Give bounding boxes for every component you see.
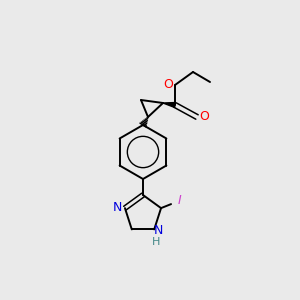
Text: N: N — [154, 224, 163, 237]
Text: H: H — [152, 237, 160, 248]
Text: N: N — [112, 201, 122, 214]
Text: O: O — [163, 79, 173, 92]
Polygon shape — [163, 103, 175, 107]
Text: I: I — [177, 194, 181, 207]
Text: O: O — [199, 110, 209, 124]
